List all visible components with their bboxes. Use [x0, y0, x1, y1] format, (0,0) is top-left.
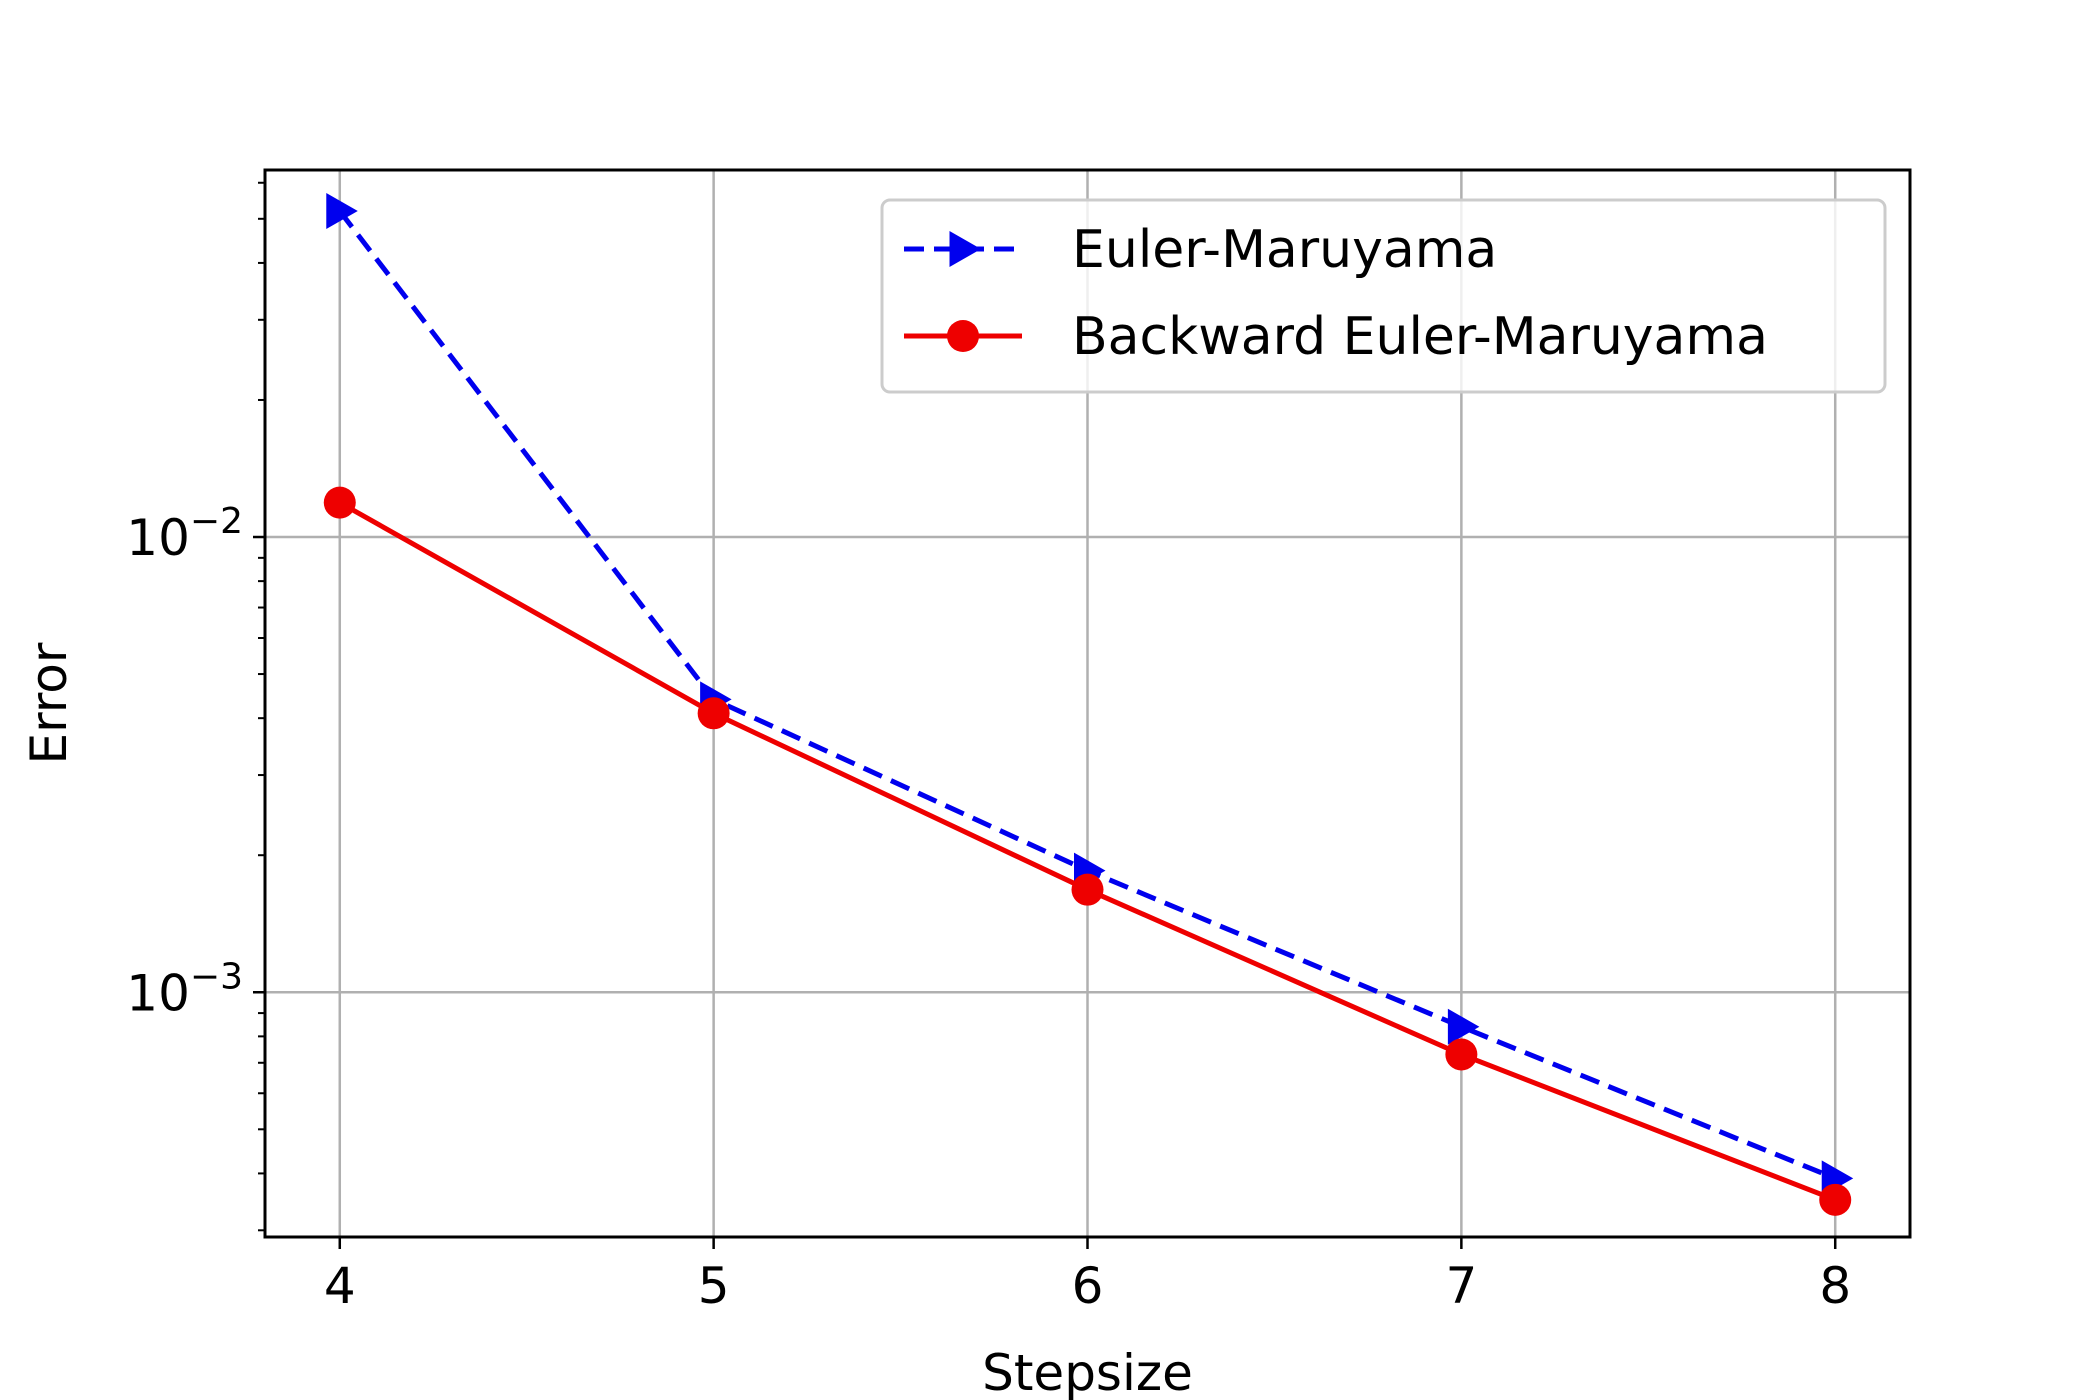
y-tick-label: 10−3 — [126, 956, 243, 1022]
x-tick-label: 5 — [698, 1257, 730, 1315]
data-point — [1447, 1008, 1480, 1045]
x-tick-label: 4 — [324, 1257, 356, 1315]
x-tick-label: 7 — [1445, 1257, 1477, 1315]
x-axis: 4 5 6 7 8 — [324, 1237, 1851, 1315]
series-layer — [323, 193, 1854, 1216]
y-axis: 10−310−2 — [126, 181, 265, 1232]
legend-box — [880, 198, 1887, 394]
legend-label: Euler-Maruyama — [1072, 220, 1497, 280]
y-tick-base: 10 — [126, 509, 190, 567]
data-point — [1071, 873, 1104, 906]
y-tick-exponent: −3 — [190, 956, 243, 997]
y-tick-base: 10 — [126, 964, 190, 1022]
y-axis-label: Error — [20, 642, 78, 764]
data-point — [326, 193, 358, 230]
y-tick-label: 10−2 — [126, 501, 243, 567]
legend-marker — [947, 320, 979, 352]
x-axis-label: Stepsize — [982, 1344, 1193, 1400]
x-tick-label: 6 — [1072, 1257, 1104, 1315]
legend: Euler-Maruyama Backward Euler-Maruyama — [880, 198, 1887, 394]
data-point — [1445, 1038, 1478, 1071]
data-point — [1819, 1183, 1852, 1216]
x-tick-label: 8 — [1819, 1257, 1851, 1315]
y-tick-exponent: −2 — [190, 501, 243, 542]
data-point — [323, 486, 356, 519]
legend-marker — [949, 231, 981, 267]
data-point — [697, 697, 730, 730]
legend-label: Backward Euler-Maruyama — [1072, 307, 1768, 367]
